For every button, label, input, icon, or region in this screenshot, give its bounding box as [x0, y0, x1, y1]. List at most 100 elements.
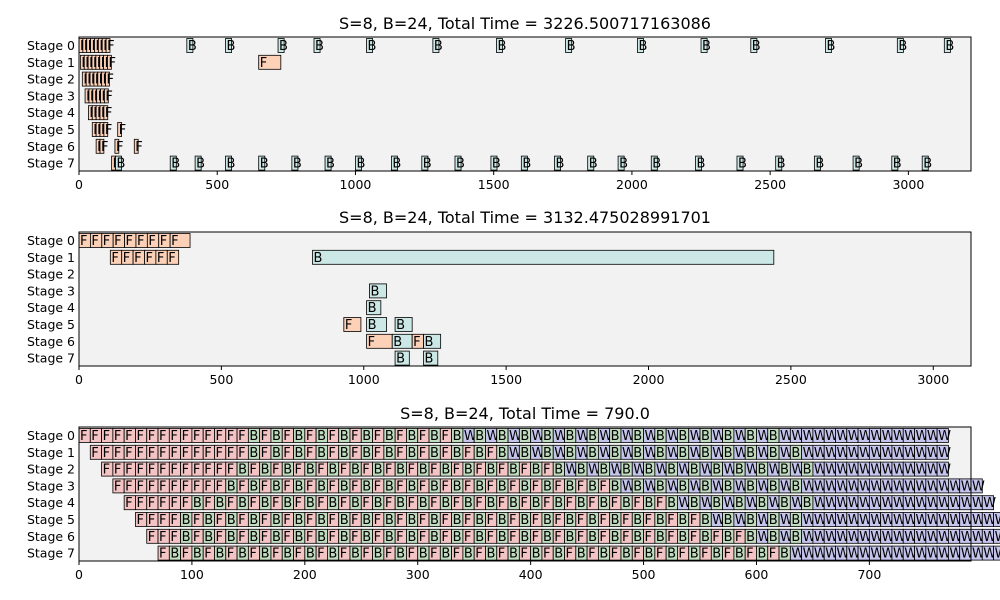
block-label: W [904, 446, 917, 461]
block-label: B [453, 530, 462, 545]
block-label: B [306, 496, 315, 511]
block-label: F [114, 463, 121, 478]
block-label: F [351, 429, 358, 444]
block-label: W [814, 496, 827, 511]
block-label: F [227, 446, 234, 461]
block-label: W [803, 530, 816, 545]
block-label: B [340, 513, 349, 528]
block-label: W [825, 530, 838, 545]
x-tick-label: 2000 [633, 372, 665, 387]
block-label: F [374, 513, 381, 528]
block-label: W [859, 530, 872, 545]
block-label: W [916, 479, 929, 494]
block-label: W [645, 429, 658, 444]
block-label: W [927, 463, 940, 478]
block-label: F [498, 547, 505, 562]
block-label: F [554, 513, 561, 528]
block-label: W [599, 429, 612, 444]
block-label: B [170, 547, 179, 562]
block-label: B [611, 429, 620, 444]
block-label: W [825, 513, 838, 528]
block-label: F [566, 496, 573, 511]
x-tick-label: 500 [205, 177, 229, 192]
block-label: F [159, 513, 166, 528]
block-label: W [588, 463, 601, 478]
block-b [169, 155, 177, 171]
block-label: B [667, 547, 676, 562]
block-label: W [961, 513, 974, 528]
block-label: B [656, 513, 665, 528]
block-label: F [107, 39, 114, 54]
block-label: F [453, 496, 460, 511]
block-label: F [159, 547, 166, 562]
block-label: W [712, 479, 725, 494]
block-label: F [509, 530, 516, 545]
block-label: W [757, 429, 770, 444]
block-label: F [238, 513, 245, 528]
block-label: W [464, 429, 477, 444]
block-label: F [498, 463, 505, 478]
block-label: W [995, 547, 1000, 562]
block-b [258, 155, 266, 171]
block-label: W [825, 446, 838, 461]
block-label: F [543, 496, 550, 511]
block-label: F [509, 513, 516, 528]
block-f [117, 122, 122, 137]
block-label: B [690, 496, 699, 511]
block-label: W [983, 513, 996, 528]
block-label: W [927, 496, 940, 511]
block-label: B [328, 547, 337, 562]
block-label: F [123, 251, 130, 266]
block-label: F [396, 429, 403, 444]
block-label: F [317, 547, 324, 562]
block-label: F [328, 446, 335, 461]
block-label: F [385, 547, 392, 562]
x-axis: 0 500 1000 1500 2000 2500 3000 [75, 171, 924, 192]
block-label: B [497, 39, 506, 54]
block-label: F [227, 496, 234, 511]
block-b [943, 38, 951, 53]
block-label: W [780, 530, 793, 545]
block-label: W [972, 547, 985, 562]
block-label: B [374, 496, 383, 511]
block-label: W [893, 429, 906, 444]
block-label: B [769, 429, 778, 444]
block-label: B [622, 463, 631, 478]
block-label: F [111, 251, 118, 266]
block-label: F [168, 251, 175, 266]
block-label: F [204, 547, 211, 562]
block-label: B [554, 463, 563, 478]
x-axis: 0 100 200 300 400 500 600 700 [75, 561, 881, 582]
block-label: W [859, 463, 872, 478]
block-label: F [114, 446, 121, 461]
block-label: B [475, 429, 484, 444]
block-label: F [543, 547, 550, 562]
block-label: W [656, 463, 669, 478]
block-b [736, 155, 744, 171]
block-label: B [724, 446, 733, 461]
block-label: F [407, 463, 414, 478]
block-label: W [645, 479, 658, 494]
block-b [896, 38, 904, 53]
block-label: W [938, 463, 951, 478]
block-label: B [701, 479, 710, 494]
block-label: W [712, 429, 725, 444]
block-label: F [554, 479, 561, 494]
stage-label: Stage 1 [27, 445, 75, 460]
block-label: F [170, 530, 177, 545]
block-label: B [238, 496, 247, 511]
block-label: B [368, 318, 377, 333]
block-label: F [340, 463, 347, 478]
block-label: W [927, 429, 940, 444]
block-label: F [351, 446, 358, 461]
block-label: F [667, 530, 674, 545]
block-label: F [116, 140, 123, 155]
block-label: F [249, 463, 256, 478]
block-label: B [261, 463, 270, 478]
block-label: B [645, 547, 654, 562]
block-label: W [859, 496, 872, 511]
block-label: W [882, 429, 895, 444]
block-label: B [249, 513, 258, 528]
block-label: W [825, 463, 838, 478]
